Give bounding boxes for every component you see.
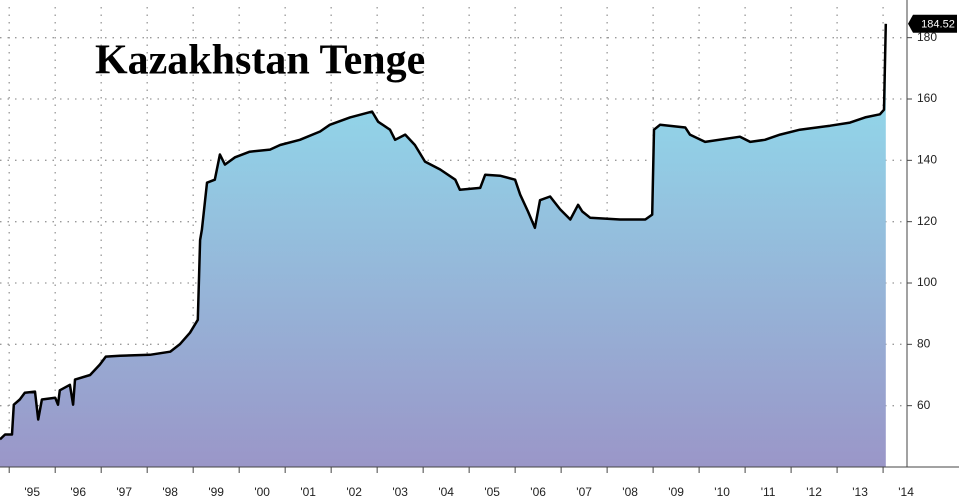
x-tick-label: '10 bbox=[714, 485, 730, 499]
y-tick-label: 120 bbox=[917, 214, 937, 228]
y-tick-label: 160 bbox=[917, 91, 937, 105]
x-tick-label: '11 bbox=[761, 485, 776, 499]
x-tick-label: '05 bbox=[484, 485, 500, 499]
x-tick-label: '04 bbox=[438, 485, 454, 499]
x-tick-label: '00 bbox=[254, 485, 270, 499]
x-tick-label: '03 bbox=[392, 485, 408, 499]
y-tick-label: 140 bbox=[917, 153, 937, 167]
y-tick-label: 80 bbox=[917, 337, 931, 351]
x-tick-label: '02 bbox=[346, 485, 362, 499]
x-tick-label: '96 bbox=[70, 485, 86, 499]
x-tick-label: '98 bbox=[162, 485, 178, 499]
x-tick-label: '07 bbox=[576, 485, 592, 499]
x-tick-label: '12 bbox=[806, 485, 822, 499]
x-tick-label: '13 bbox=[852, 485, 868, 499]
last-value-label: 184.52 bbox=[921, 19, 955, 31]
y-tick-label: 60 bbox=[917, 398, 931, 412]
y-tick-label: 180 bbox=[917, 30, 937, 44]
x-tick-label: '06 bbox=[530, 485, 546, 499]
y-tick-label: 100 bbox=[917, 275, 937, 289]
chart-title: Kazakhstan Tenge bbox=[95, 38, 425, 84]
x-tick-label: '97 bbox=[116, 485, 132, 499]
last-value-tag bbox=[908, 14, 957, 33]
area bbox=[0, 23, 886, 468]
x-tick-label: '14 bbox=[898, 485, 914, 499]
x-tick-label: '01 bbox=[300, 485, 316, 499]
x-tick-label: '09 bbox=[668, 485, 684, 499]
x-tick-label: '99 bbox=[208, 485, 224, 499]
x-tick-label: '95 bbox=[24, 485, 40, 499]
line bbox=[0, 23, 888, 441]
x-tick-label: '08 bbox=[622, 485, 638, 499]
